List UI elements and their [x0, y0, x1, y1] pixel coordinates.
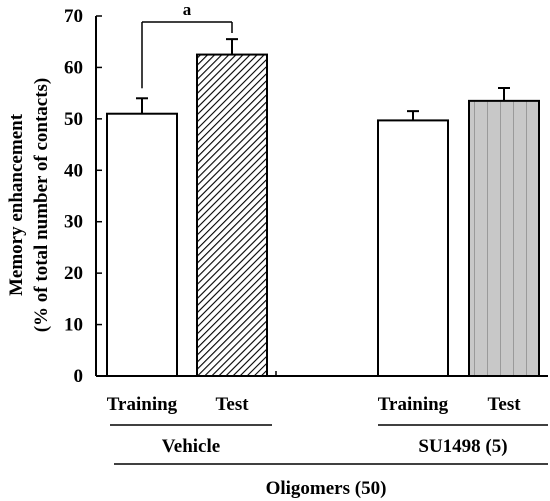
significance-bracket: a	[141, 0, 233, 89]
y-tick-label: 70	[64, 6, 83, 27]
y-tick-label: 0	[74, 366, 84, 387]
y-ticks: 0 10 20 30 40 50 60 70	[64, 6, 102, 387]
x-tick-label: Test	[487, 394, 521, 415]
y-tick-label: 30	[64, 212, 83, 233]
y-axis-title-line1: Memory enhancement	[6, 113, 27, 296]
x-tick-label: Training	[378, 394, 449, 415]
bar	[468, 99, 540, 377]
group-labels: Vehicle SU1498 (5) Oligomers (50)	[110, 424, 548, 499]
x-tick-labels: Training Test Training Test	[107, 394, 521, 415]
group-label: Vehicle	[162, 436, 220, 457]
x-tick-label: Training	[107, 394, 178, 415]
bar	[377, 119, 449, 378]
group-label: SU1498 (5)	[418, 436, 507, 457]
bar	[196, 53, 268, 377]
x-tick-label: Test	[215, 394, 249, 415]
bars	[106, 38, 540, 378]
bar	[106, 112, 178, 377]
overall-group-label: Oligomers (50)	[266, 478, 387, 499]
y-tick-label: 60	[64, 57, 83, 78]
y-tick-label: 50	[64, 109, 83, 130]
y-tick-label: 10	[64, 315, 83, 336]
significance-label: a	[183, 0, 192, 19]
y-axis-title-line2: (% of total number of contacts)	[31, 78, 52, 333]
y-tick-label: 40	[64, 160, 83, 181]
y-tick-label: 20	[64, 263, 83, 284]
